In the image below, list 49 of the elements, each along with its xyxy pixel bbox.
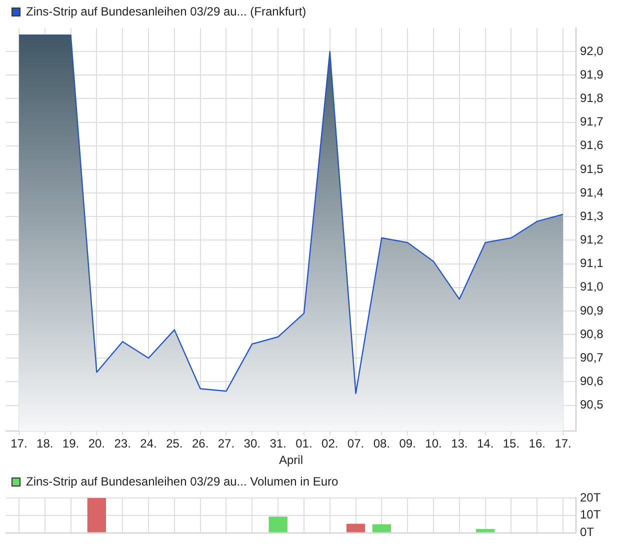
x-tick-label: 08. bbox=[373, 436, 390, 451]
y-tick-label: 90,8 bbox=[580, 326, 604, 341]
x-tick-label: 01. bbox=[296, 436, 312, 451]
x-tick-label: 15. bbox=[502, 436, 520, 451]
y-tick-label: 91,6 bbox=[580, 138, 604, 152]
y-tick-label: 90,5 bbox=[580, 398, 604, 412]
x-tick-label: 23. bbox=[114, 436, 131, 451]
x-tick-label: 25. bbox=[166, 436, 183, 451]
y-tick-label: 91,4 bbox=[580, 185, 604, 200]
y-tick-label: 91,3 bbox=[580, 208, 604, 223]
x-tick-label: 18. bbox=[36, 436, 54, 451]
x-tick-label: 13. bbox=[451, 436, 468, 451]
x-tick-label: 30. bbox=[244, 436, 260, 451]
y-tick-label: 90,9 bbox=[580, 303, 604, 318]
x-tick-label: 19. bbox=[62, 436, 80, 451]
y-tick-label: 90,7 bbox=[580, 350, 604, 364]
x-tick-label: 26. bbox=[192, 436, 209, 451]
y-tick-label: 90,6 bbox=[580, 374, 604, 388]
x-tick-label: 17. bbox=[10, 436, 28, 451]
x-tick-label: 20. bbox=[88, 436, 106, 451]
y-tick-label: 91,0 bbox=[580, 280, 604, 294]
x-axis-title: April bbox=[278, 453, 304, 468]
x-tick-label: 17. bbox=[554, 436, 572, 451]
bar bbox=[268, 516, 288, 532]
bar bbox=[372, 524, 392, 532]
legend-label: Zins-Strip auf Bundesanleihen 03/29 au... (Frankfurt) bbox=[26, 4, 306, 18]
bar bbox=[476, 528, 495, 532]
x-tick-label: 16. bbox=[528, 436, 546, 451]
y-tick-label: 91,7 bbox=[580, 114, 604, 129]
y-tick-label: 0T bbox=[580, 525, 595, 540]
x-tick-label: 14. bbox=[476, 436, 494, 451]
y-tick-label: 20T bbox=[580, 490, 602, 504]
y-tick-label: 91,5 bbox=[580, 162, 604, 176]
y-tick-label: 91,2 bbox=[580, 232, 604, 247]
x-tick-label: 09. bbox=[399, 436, 416, 451]
x-tick-label: 07. bbox=[347, 436, 364, 451]
bar bbox=[346, 524, 366, 532]
x-tick-label: 02. bbox=[322, 436, 338, 451]
y-tick-label: 92,0 bbox=[580, 44, 604, 58]
x-tick-label: 31. bbox=[270, 436, 286, 451]
x-tick-label: 24. bbox=[140, 436, 157, 451]
x-tick-label: 27. bbox=[218, 436, 235, 451]
y-tick-label: 91,9 bbox=[580, 67, 604, 82]
y-tick-label: 91,1 bbox=[580, 256, 604, 270]
y-tick-label: 91,8 bbox=[580, 91, 604, 106]
bar bbox=[87, 498, 106, 532]
x-tick-label: 10. bbox=[425, 436, 442, 451]
legend-label: Zins-Strip auf Bundesanleihen 03/29 au... Volumen in Euro bbox=[26, 474, 339, 488]
y-tick-label: 10T bbox=[580, 508, 602, 522]
